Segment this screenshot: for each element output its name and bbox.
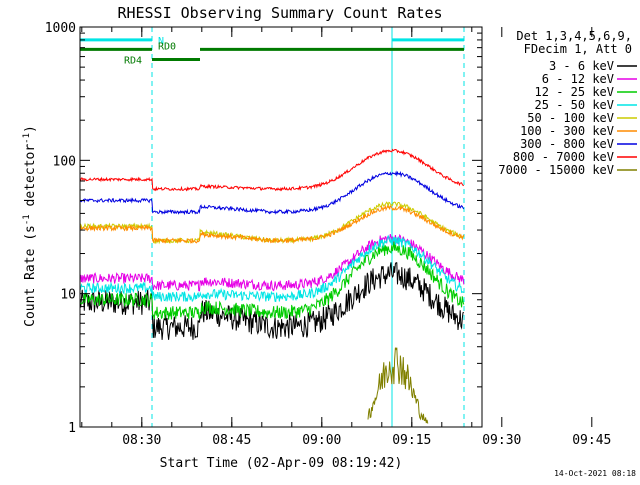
legend-label-0: 3 - 6 keV: [549, 59, 614, 73]
x-tick-label: 08:45: [212, 433, 251, 448]
series-line-7: [79, 148, 465, 192]
legend-label-6: 300 - 800 keV: [520, 137, 614, 151]
chart-title: RHESSI Observing Summary Count Rates: [117, 4, 442, 22]
series-line-2: [79, 241, 465, 320]
y-axis-label-part-b: detector: [23, 144, 38, 215]
series-line-5: [79, 204, 465, 245]
legend-label-7: 800 - 7000 keV: [513, 150, 614, 164]
y-axis-label-part-a: Count Rate (s: [23, 225, 38, 327]
y-axis-label: Count Rate (s-1 detector-1): [22, 125, 38, 327]
flag-label-rd0: RD0: [158, 41, 176, 52]
x-tick-label: 09:00: [302, 433, 341, 448]
y-tick-label: 10: [60, 288, 76, 303]
legend: Det 1,3,4,5,6,9, FDecim 1, Att 0 3 - 6 k…: [498, 29, 637, 177]
legend-header-line-1: Det 1,3,4,5,6,9,: [516, 29, 632, 43]
y-axis: 1 10 100 1000: [45, 21, 482, 436]
series-line-6: [79, 170, 465, 216]
legend-label-8: 7000 - 15000 keV: [498, 163, 614, 177]
flag-label-rd4: RD4: [124, 56, 142, 67]
series-line-8: [367, 347, 429, 424]
legend-label-2: 12 - 25 keV: [535, 85, 614, 99]
series-line-1: [79, 233, 465, 292]
x-tick-label: 08:30: [122, 433, 161, 448]
y-tick-label: 100: [53, 154, 76, 169]
plot-frame: [79, 26, 483, 428]
flag-label-n: N: [158, 36, 164, 47]
y-axis-label-sup-1: -1: [22, 214, 32, 225]
legend-label-1: 6 - 12 keV: [542, 72, 614, 86]
x-tick-label: 09:30: [482, 433, 521, 448]
y-tick-label: 1000: [45, 21, 76, 36]
x-axis: 08:30 08:45 09:00 09:15 09:30 09:45: [81, 27, 611, 448]
y-axis-label-sup-2: -1: [22, 133, 32, 144]
y-axis-label-part-c: ): [23, 125, 38, 133]
legend-label-5: 100 - 300 keV: [520, 124, 614, 138]
legend-label-3: 25 - 50 keV: [535, 98, 614, 112]
series-line-3: [79, 234, 465, 303]
y-tick-label: 1: [68, 421, 76, 436]
x-tick-label: 09:45: [572, 433, 611, 448]
series-line-4: [79, 201, 465, 245]
footer-timestamp: 14-Oct-2021 08:18: [554, 469, 636, 478]
legend-label-4: 50 - 100 keV: [527, 111, 614, 125]
x-axis-label: Start Time (02-Apr-09 08:19:42): [160, 456, 403, 471]
legend-header-line-2: FDecim 1, Att 0: [524, 42, 632, 56]
x-tick-label: 09:15: [392, 433, 431, 448]
